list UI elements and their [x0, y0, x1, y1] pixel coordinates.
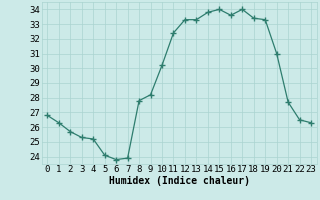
X-axis label: Humidex (Indice chaleur): Humidex (Indice chaleur) [109, 176, 250, 186]
